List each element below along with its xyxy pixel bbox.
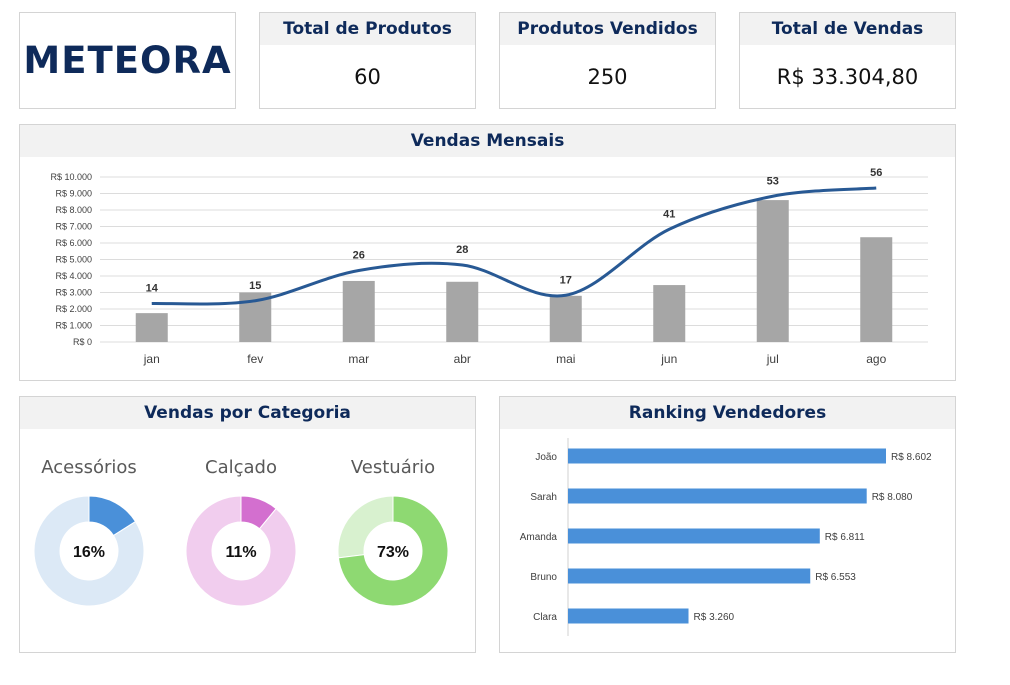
- category-panel: Vendas por Categoria Acessórios Calçado …: [19, 396, 476, 653]
- seller-value-label: R$ 6.811: [825, 532, 865, 543]
- y-tick-label: R$ 3.000: [55, 288, 92, 298]
- seller-name: João: [535, 452, 557, 463]
- x-tick-label: mar: [348, 352, 369, 366]
- donut-rest-slice: [33, 495, 145, 607]
- ranking-title: Ranking Vendedores: [500, 397, 955, 429]
- y-tick-label: R$ 5.000: [55, 255, 92, 265]
- donut-category-label: Vestuário: [350, 457, 436, 478]
- y-tick-label: R$ 8.000: [55, 205, 92, 215]
- kpi-value: 60: [354, 65, 381, 89]
- kpi-total-vendas: Total de Vendas R$ 33.304,80: [739, 12, 956, 109]
- brand-logo: METEORA: [19, 12, 236, 109]
- bar-jul: [756, 200, 789, 342]
- donut-Vestuário: 73%: [337, 495, 449, 607]
- seller-bar: [568, 488, 867, 504]
- donut-percent-label: 16%: [73, 544, 105, 561]
- y-tick-label: R$ 2.000: [55, 304, 92, 314]
- y-tick-label: R$ 6.000: [55, 238, 92, 248]
- seller-bar: [568, 608, 689, 624]
- bar-mar: [342, 280, 375, 342]
- seller-value-label: R$ 8.602: [891, 452, 932, 463]
- seller-name: Clara: [533, 612, 557, 623]
- x-tick-label: fev: [247, 352, 263, 366]
- line-data-label: 53: [767, 175, 779, 187]
- kpi-title: Total de Produtos: [260, 13, 475, 45]
- seller-name: Bruno: [530, 572, 557, 583]
- ranking-panel: Ranking Vendedores João R$ 8.602 Sarah R$ 8…: [499, 396, 956, 653]
- donut-percent-label: 11%: [225, 544, 256, 561]
- seller-bar: [568, 448, 886, 464]
- line-data-label: 14: [146, 283, 159, 295]
- kpi-value: R$ 33.304,80: [776, 65, 919, 89]
- kpi-produtos-vendidos: Produtos Vendidos 250: [499, 12, 716, 109]
- donut-percent-label: 73%: [377, 544, 409, 561]
- donut-Calçado: 11%: [185, 495, 297, 607]
- line-data-label: 56: [870, 167, 882, 179]
- bar-ago: [860, 237, 893, 342]
- line-data-label: 26: [353, 250, 365, 262]
- kpi-title: Produtos Vendidos: [500, 13, 715, 45]
- donut-rest-slice: [185, 495, 297, 607]
- brand-name: METEORA: [23, 39, 232, 82]
- monthly-sales-title: Vendas Mensais: [20, 125, 955, 157]
- donut-category-label: Calçado: [205, 457, 277, 478]
- kpi-total-produtos: Total de Produtos 60: [259, 12, 476, 109]
- y-tick-label: R$ 0: [73, 337, 92, 347]
- category-donuts: 16% 11% 73%: [33, 495, 449, 607]
- donut-category-label: Acessórios: [41, 457, 137, 478]
- sales-count-line: [151, 186, 877, 306]
- seller-value-label: R$ 3.260: [694, 612, 735, 623]
- ranking-chart: João R$ 8.602 Sarah R$ 8.080 Amanda R$ 6.811 B…: [520, 438, 932, 636]
- kpi-title: Total de Vendas: [740, 13, 955, 45]
- x-tick-label: mai: [556, 352, 575, 366]
- seller-name: Sarah: [530, 492, 557, 503]
- seller-name: Amanda: [520, 532, 558, 543]
- line-data-label: 15: [249, 280, 261, 292]
- seller-bar: [568, 568, 811, 584]
- x-tick-label: jan: [143, 352, 160, 366]
- kpi-value: 250: [587, 65, 628, 89]
- bar-abr: [446, 281, 479, 342]
- x-tick-label: ago: [866, 352, 886, 366]
- category-title: Vendas por Categoria: [20, 397, 475, 429]
- donut-Acessórios: 16%: [33, 495, 145, 607]
- monthly-sales-panel: Vendas Mensais R$ 0 R$ 1.000 R$ 2.000 R$ 3.…: [19, 124, 956, 381]
- y-tick-label: R$ 1.000: [55, 321, 92, 331]
- donut-rest-slice: [337, 495, 394, 559]
- seller-value-label: R$ 8.080: [872, 492, 913, 503]
- line-data-label: 17: [560, 274, 572, 286]
- x-tick-label: jun: [660, 352, 677, 366]
- y-tick-label: R$ 9.000: [55, 189, 92, 199]
- y-tick-label: R$ 4.000: [55, 271, 92, 281]
- line-data-label: 41: [663, 208, 675, 220]
- y-tick-label: R$ 10.000: [50, 172, 92, 182]
- donut-value-slice: [240, 495, 277, 530]
- bar-jun: [653, 285, 686, 342]
- seller-bar: [568, 528, 820, 544]
- y-tick-label: R$ 7.000: [55, 222, 92, 232]
- bar-jan: [135, 313, 168, 342]
- x-tick-label: abr: [454, 352, 471, 366]
- line-data-label: 28: [456, 244, 468, 256]
- bar-mai: [549, 295, 582, 342]
- donut-value-slice: [88, 495, 137, 537]
- donut-value-slice: [337, 495, 449, 607]
- monthly-sales-chart: R$ 0 R$ 1.000 R$ 2.000 R$ 3.000 R$ 4.000 R$ 5…: [50, 167, 928, 366]
- x-tick-label: jul: [766, 352, 779, 366]
- seller-value-label: R$ 6.553: [815, 572, 856, 583]
